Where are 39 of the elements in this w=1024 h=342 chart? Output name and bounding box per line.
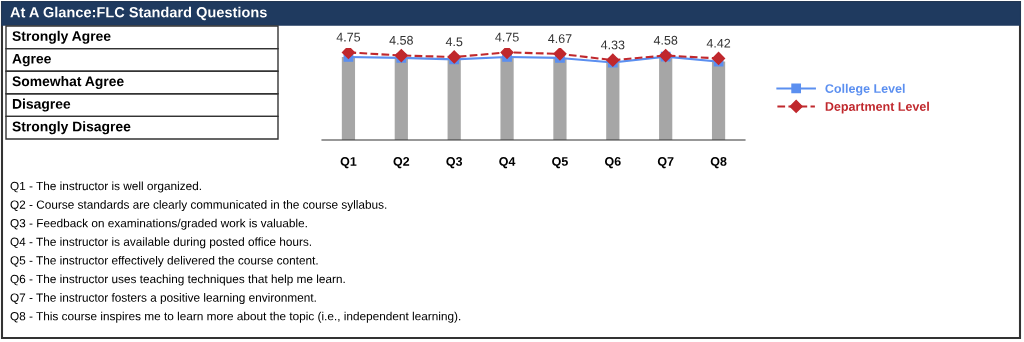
legend-label: College Level [825, 83, 905, 96]
data-label: 4.33 [600, 40, 625, 50]
x-tick-label: Q3 [446, 157, 463, 169]
point [711, 51, 726, 66]
data-label: 4.42 [706, 38, 731, 48]
data-label: 4.58 [389, 35, 413, 45]
data-label: 4.75 [336, 32, 361, 42]
x-tick-label: Q7 [657, 157, 674, 169]
point [394, 48, 408, 63]
point [553, 48, 567, 61]
text: Q2 - Course standards are clearly communicated in the course syllabus. [10, 200, 387, 212]
text: At A Glance:FLC Standard Questions [10, 6, 267, 21]
x-tick-label: Q4 [499, 157, 516, 169]
data-label: 4.58 [653, 35, 678, 45]
x-tick-label: Q8 [710, 157, 727, 169]
text: Q7 - The instructor fosters a positive learning environment. [10, 293, 316, 305]
x-tick-label: Q1 [340, 157, 357, 169]
legend-label: Department Level [825, 101, 929, 114]
x-tick-label: Q6 [604, 157, 621, 169]
text: Q8 - This course inspires me to learn more about the topic (i.e., independent learning). [10, 311, 461, 323]
data-label: 4.67 [548, 34, 572, 44]
text: Disagree [12, 98, 71, 112]
x-tick-label: Q5 [552, 157, 568, 169]
text: Q3 - Feedback on examinations/graded work is valuable. [10, 218, 307, 230]
text: Strongly Disagree [12, 121, 131, 135]
x-tick-label: Q2 [393, 157, 410, 169]
text: Strongly Agree [12, 30, 111, 44]
text: Agree [12, 53, 51, 67]
point [500, 48, 514, 59]
text: Q5 - The instructor effectively delivered the course content. [10, 255, 318, 267]
text: Q6 - The instructor uses teaching techniques that help me learn. [10, 274, 345, 286]
data-label: 4.75 [495, 32, 519, 42]
text: Q4 - The instructor is available during posted office hours. [10, 237, 312, 249]
point [606, 53, 620, 67]
text: Somewhat Agree [12, 76, 124, 89]
text: Q1 - The instructor is well organized. [10, 181, 201, 193]
point [447, 50, 461, 64]
data-label: 4.5 [445, 37, 463, 47]
point [341, 48, 356, 59]
